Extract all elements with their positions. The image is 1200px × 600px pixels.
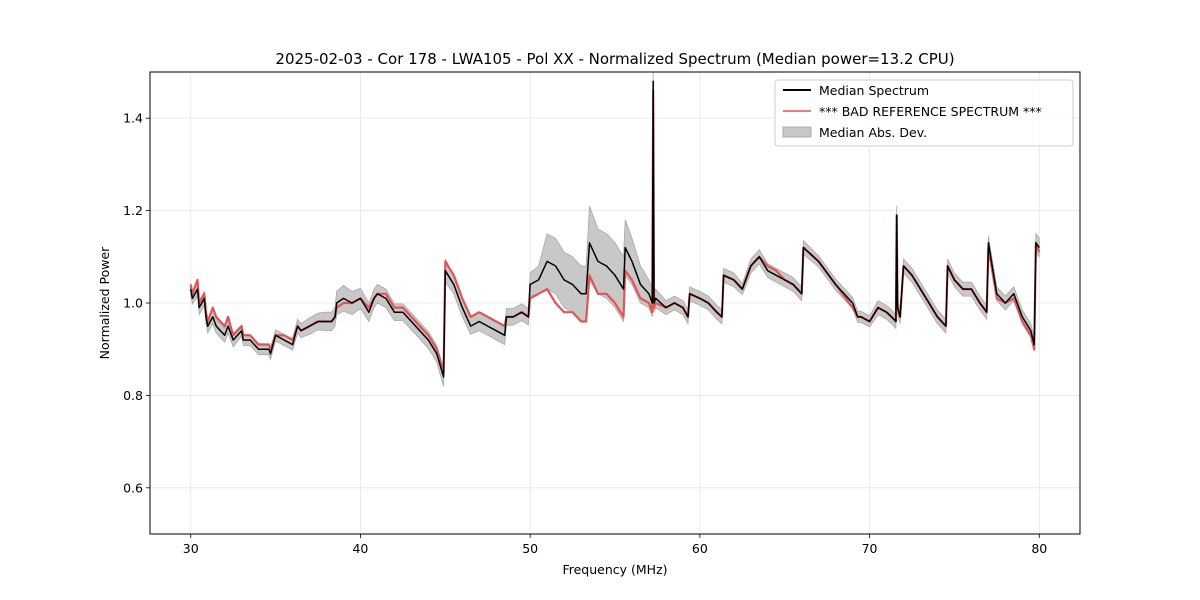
y-tick-label: 0.6 [123, 480, 143, 495]
y-tick-label: 1.4 [123, 111, 143, 126]
legend-label-median: Median Spectrum [819, 83, 929, 98]
x-tick-label: 80 [1031, 541, 1047, 556]
y-tick-label: 1.2 [123, 203, 143, 218]
legend-label-mad: Median Abs. Dev. [819, 125, 927, 140]
legend-label-reference: *** BAD REFERENCE SPECTRUM *** [819, 104, 1042, 119]
legend-swatch-mad [782, 126, 812, 138]
median-spectrum-line [189, 80, 1040, 378]
y-axis-ticks: 0.6 0.8 1.0 1.2 1.4 [123, 111, 150, 495]
chart-title: 2025-02-03 - Cor 178 - LWA105 - Pol XX -… [275, 50, 954, 68]
x-tick-label: 40 [352, 541, 368, 556]
y-axis-label: Normalized Power [97, 246, 112, 360]
series-lines [189, 80, 1041, 378]
x-tick-label: 30 [183, 541, 199, 556]
x-tick-label: 60 [692, 541, 708, 556]
y-tick-label: 0.8 [123, 388, 143, 403]
y-tick-label: 1.0 [123, 296, 143, 311]
legend: Median Spectrum *** BAD REFERENCE SPECTR… [774, 79, 1074, 147]
x-tick-label: 70 [862, 541, 878, 556]
x-axis-ticks: 30 40 50 60 70 80 [183, 534, 1047, 556]
x-tick-label: 50 [522, 541, 538, 556]
x-axis-label: Frequency (MHz) [562, 562, 667, 577]
legend-box [774, 79, 1074, 147]
